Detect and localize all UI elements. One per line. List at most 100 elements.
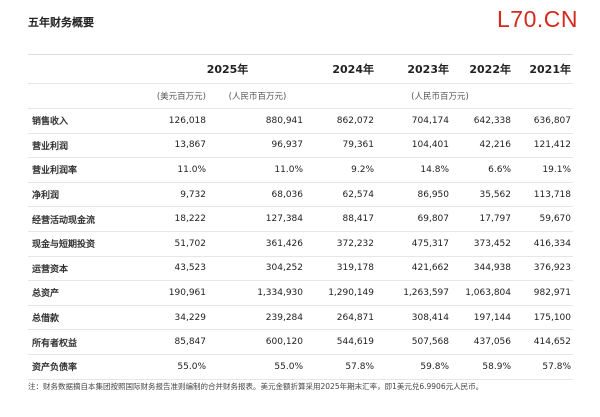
cell: 1,063,804 <box>451 280 513 306</box>
cell: 372,232 <box>305 231 376 257</box>
corner <box>28 83 148 109</box>
cell: 437,056 <box>451 329 513 355</box>
cell: 507,568 <box>376 329 451 355</box>
cell: 113,718 <box>513 182 573 208</box>
cell: 35,562 <box>451 182 513 208</box>
cell: 43,523 <box>148 256 208 282</box>
cell: 62,574 <box>305 182 376 208</box>
cell: 69,807 <box>376 206 451 232</box>
finance-table: 2025年 2024年 2023年 2022年 2021年 (美元百万元) (人… <box>28 54 573 380</box>
corner <box>28 54 148 84</box>
unit: (美元百万元) <box>148 83 208 109</box>
cell: 34,229 <box>148 305 208 331</box>
row-label: 现金与短期投资 <box>28 231 148 257</box>
table-row: 总资产 190,961 1,334,930 1,290,149 1,263,597 1,0… <box>28 280 573 306</box>
cell: 96,937 <box>208 133 305 159</box>
table-row: 营业利润率 11.0% 11.0% 9.2% 14.8% 6.6% 19.1% <box>28 157 573 183</box>
cell: 79,361 <box>305 133 376 159</box>
cell: 175,100 <box>513 305 573 331</box>
cell: 11.0% <box>208 157 305 183</box>
cell: 1,263,597 <box>376 280 451 306</box>
cell: 239,284 <box>208 305 305 331</box>
cell: 11.0% <box>148 157 208 183</box>
unit: (人民币百万元) <box>208 83 305 109</box>
cell: 880,941 <box>208 108 305 134</box>
cell: 55.0% <box>208 354 305 380</box>
table-row: 销售收入 126,018 880,941 862,072 704,174 642,338 6… <box>28 108 573 134</box>
table-row: 经营活动现金流 18,222 127,384 88,417 69,807 17,797 59… <box>28 206 573 232</box>
cell: 361,426 <box>208 231 305 257</box>
year: 2023年 <box>376 54 451 84</box>
cell: 126,018 <box>148 108 208 134</box>
cell: 704,174 <box>376 108 451 134</box>
cell: 1,334,930 <box>208 280 305 306</box>
table-body: 销售收入 126,018 880,941 862,072 704,174 642,338 6… <box>28 108 573 380</box>
cell: 982,971 <box>513 280 573 306</box>
row-label: 运营资本 <box>28 256 148 282</box>
table-row: 运营资本 43,523 304,252 319,178 421,662 344,938 37… <box>28 256 573 282</box>
cell: 373,452 <box>451 231 513 257</box>
cell: 197,144 <box>451 305 513 331</box>
cell: 544,619 <box>305 329 376 355</box>
watermark: L70.CN <box>497 6 578 32</box>
cell: 308,414 <box>376 305 451 331</box>
cell: 344,938 <box>451 256 513 282</box>
row-label: 资产负债率 <box>28 354 148 380</box>
unit-row: (美元百万元) (人民币百万元) (人民币百万元) <box>28 83 573 109</box>
row-label: 营业利润 <box>28 133 148 159</box>
cell: 475,317 <box>376 231 451 257</box>
cell: 9.2% <box>305 157 376 183</box>
cell: 59.8% <box>376 354 451 380</box>
cell: 18,222 <box>148 206 208 232</box>
cell: 121,412 <box>513 133 573 159</box>
cell: 190,961 <box>148 280 208 306</box>
year: 2024年 <box>305 54 376 84</box>
cell: 88,417 <box>305 206 376 232</box>
title: 五年财务概要 <box>28 16 94 29</box>
cell: 42,216 <box>451 133 513 159</box>
year: 2022年 <box>451 54 513 84</box>
row-label: 营业利润率 <box>28 157 148 183</box>
cell: 376,923 <box>513 256 573 282</box>
cell: 57.8% <box>305 354 376 380</box>
unit: (人民币百万元) <box>305 83 573 109</box>
cell: 319,178 <box>305 256 376 282</box>
cell: 59,670 <box>513 206 573 232</box>
cell: 264,871 <box>305 305 376 331</box>
cell: 636,807 <box>513 108 573 134</box>
cell: 421,662 <box>376 256 451 282</box>
cell: 19.1% <box>513 157 573 183</box>
table-row: 现金与短期投资 51,702 361,426 372,232 475,317 373,45… <box>28 231 573 257</box>
row-label: 净利润 <box>28 182 148 208</box>
cell: 14.8% <box>376 157 451 183</box>
cell: 127,384 <box>208 206 305 232</box>
cell: 85,847 <box>148 329 208 355</box>
table-row: 总借款 34,229 239,284 264,871 308,414 197,144 175… <box>28 305 573 331</box>
table-row: 资产负债率 55.0% 55.0% 57.8% 59.8% 58.9% 57.8% <box>28 354 573 380</box>
cell: 6.6% <box>451 157 513 183</box>
cell: 57.8% <box>513 354 573 380</box>
cell: 68,036 <box>208 182 305 208</box>
cell: 17,797 <box>451 206 513 232</box>
row-label: 销售收入 <box>28 108 148 134</box>
table-row: 营业利润 13,867 96,937 79,361 104,401 42,216 121,4… <box>28 133 573 159</box>
year-row: 2025年 2024年 2023年 2022年 2021年 <box>28 54 573 84</box>
table-row: 净利润 9,732 68,036 62,574 86,950 35,562 113,718 <box>28 182 573 208</box>
cell: 416,334 <box>513 231 573 257</box>
cell: 304,252 <box>208 256 305 282</box>
row-label: 总借款 <box>28 305 148 331</box>
footnote: 注：财务数据摘自本集团按照国际财务报告准则编制的合并财务报表。美元金额折算采用2… <box>28 382 484 391</box>
cell: 9,732 <box>148 182 208 208</box>
year: 2025年 <box>148 54 305 84</box>
cell: 51,702 <box>148 231 208 257</box>
cell: 600,120 <box>208 329 305 355</box>
cell: 414,652 <box>513 329 573 355</box>
cell: 86,950 <box>376 182 451 208</box>
table-row: 所有者权益 85,847 600,120 544,619 507,568 437,056 4… <box>28 329 573 355</box>
cell: 1,290,149 <box>305 280 376 306</box>
year: 2021年 <box>513 54 573 84</box>
cell: 862,072 <box>305 108 376 134</box>
row-label: 总资产 <box>28 280 148 306</box>
cell: 13,867 <box>148 133 208 159</box>
